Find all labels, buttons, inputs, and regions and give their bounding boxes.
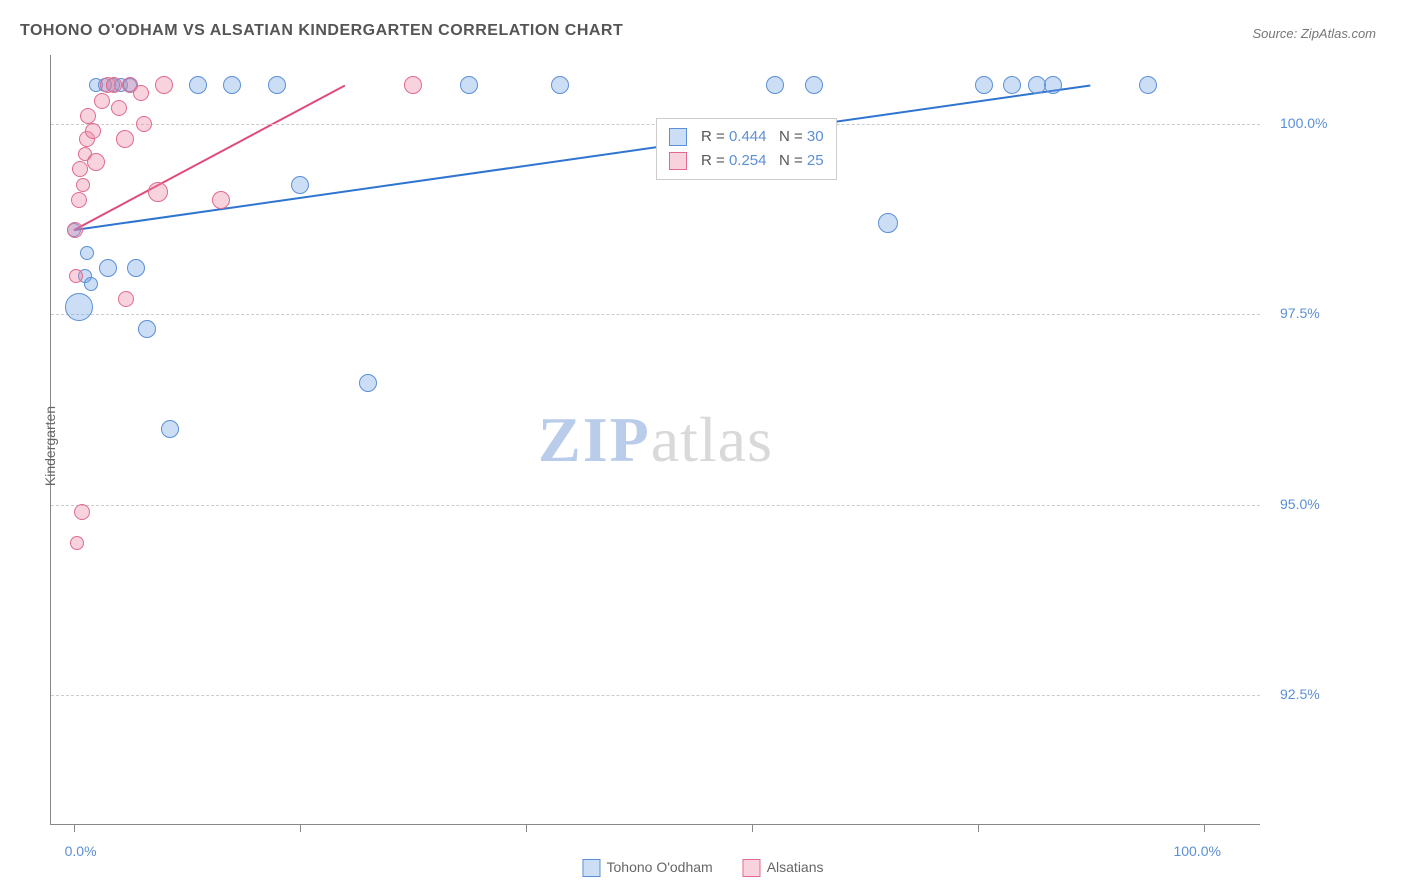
- legend-label: Alsatians: [767, 859, 824, 875]
- data-point: [111, 100, 127, 116]
- grid-line: [51, 505, 1260, 506]
- data-point: [460, 76, 478, 94]
- data-point: [69, 269, 83, 283]
- data-point: [268, 76, 286, 94]
- stats-box: R = 0.444 N = 30R = 0.254 N = 25: [656, 118, 837, 180]
- legend-item: Tohono O'odham: [582, 859, 712, 877]
- x-tick: [978, 824, 979, 832]
- x-tick-label: 100.0%: [1173, 843, 1220, 859]
- data-point: [212, 191, 230, 209]
- data-point: [223, 76, 241, 94]
- data-point: [766, 76, 784, 94]
- legend-bottom: Tohono O'odham Alsatians: [582, 859, 823, 877]
- data-point: [155, 76, 173, 94]
- data-point: [70, 536, 84, 550]
- data-point: [551, 76, 569, 94]
- stats-text: R = 0.254 N = 25: [701, 149, 824, 173]
- data-point: [189, 76, 207, 94]
- data-point: [87, 153, 105, 171]
- data-point: [80, 246, 94, 260]
- data-point: [99, 259, 117, 277]
- stats-swatch: [669, 152, 687, 170]
- data-point: [136, 116, 152, 132]
- legend-item: Alsatians: [743, 859, 824, 877]
- data-point: [74, 504, 90, 520]
- data-point: [359, 374, 377, 392]
- legend-label: Tohono O'odham: [606, 859, 712, 875]
- data-point: [80, 108, 96, 124]
- watermark-atlas: atlas: [651, 404, 773, 475]
- data-point: [1139, 76, 1157, 94]
- y-axis-label: Kindergarten: [42, 406, 58, 486]
- x-tick: [74, 824, 75, 832]
- data-point: [404, 76, 422, 94]
- plot-area: ZIPatlas R = 0.444 N = 30R = 0.254 N = 2…: [50, 55, 1260, 825]
- y-tick-label: 95.0%: [1280, 496, 1320, 512]
- y-tick-label: 100.0%: [1280, 115, 1327, 131]
- legend-swatch: [582, 859, 600, 877]
- watermark: ZIPatlas: [538, 403, 773, 477]
- stats-text: R = 0.444 N = 30: [701, 125, 824, 149]
- data-point: [805, 76, 823, 94]
- trend-line: [74, 85, 1090, 230]
- stats-row: R = 0.254 N = 25: [669, 149, 824, 173]
- data-point: [161, 420, 179, 438]
- y-tick-label: 97.5%: [1280, 305, 1320, 321]
- source-label: Source: ZipAtlas.com: [1252, 26, 1376, 41]
- chart-title: TOHONO O'ODHAM VS ALSATIAN KINDERGARTEN …: [20, 22, 623, 40]
- data-point: [878, 213, 898, 233]
- data-point: [127, 259, 145, 277]
- data-point: [106, 77, 122, 93]
- x-tick: [300, 824, 301, 832]
- stats-swatch: [669, 128, 687, 146]
- grid-line: [51, 314, 1260, 315]
- data-point: [84, 277, 98, 291]
- x-tick: [752, 824, 753, 832]
- data-point: [71, 192, 87, 208]
- x-tick: [1204, 824, 1205, 832]
- data-point: [1044, 76, 1062, 94]
- chart-container: TOHONO O'ODHAM VS ALSATIAN KINDERGARTEN …: [0, 0, 1406, 892]
- data-point: [72, 161, 88, 177]
- data-point: [133, 85, 149, 101]
- grid-line: [51, 695, 1260, 696]
- data-point: [118, 291, 134, 307]
- data-point: [67, 222, 83, 238]
- stats-row: R = 0.444 N = 30: [669, 125, 824, 149]
- data-point: [65, 293, 93, 321]
- watermark-zip: ZIP: [538, 404, 651, 475]
- x-tick-label: 0.0%: [65, 843, 97, 859]
- data-point: [94, 93, 110, 109]
- data-point: [85, 123, 101, 139]
- x-tick: [526, 824, 527, 832]
- legend-swatch: [743, 859, 761, 877]
- data-point: [148, 182, 168, 202]
- data-point: [291, 176, 309, 194]
- y-tick-label: 92.5%: [1280, 686, 1320, 702]
- data-point: [138, 320, 156, 338]
- data-point: [76, 178, 90, 192]
- data-point: [975, 76, 993, 94]
- data-point: [1003, 76, 1021, 94]
- data-point: [116, 130, 134, 148]
